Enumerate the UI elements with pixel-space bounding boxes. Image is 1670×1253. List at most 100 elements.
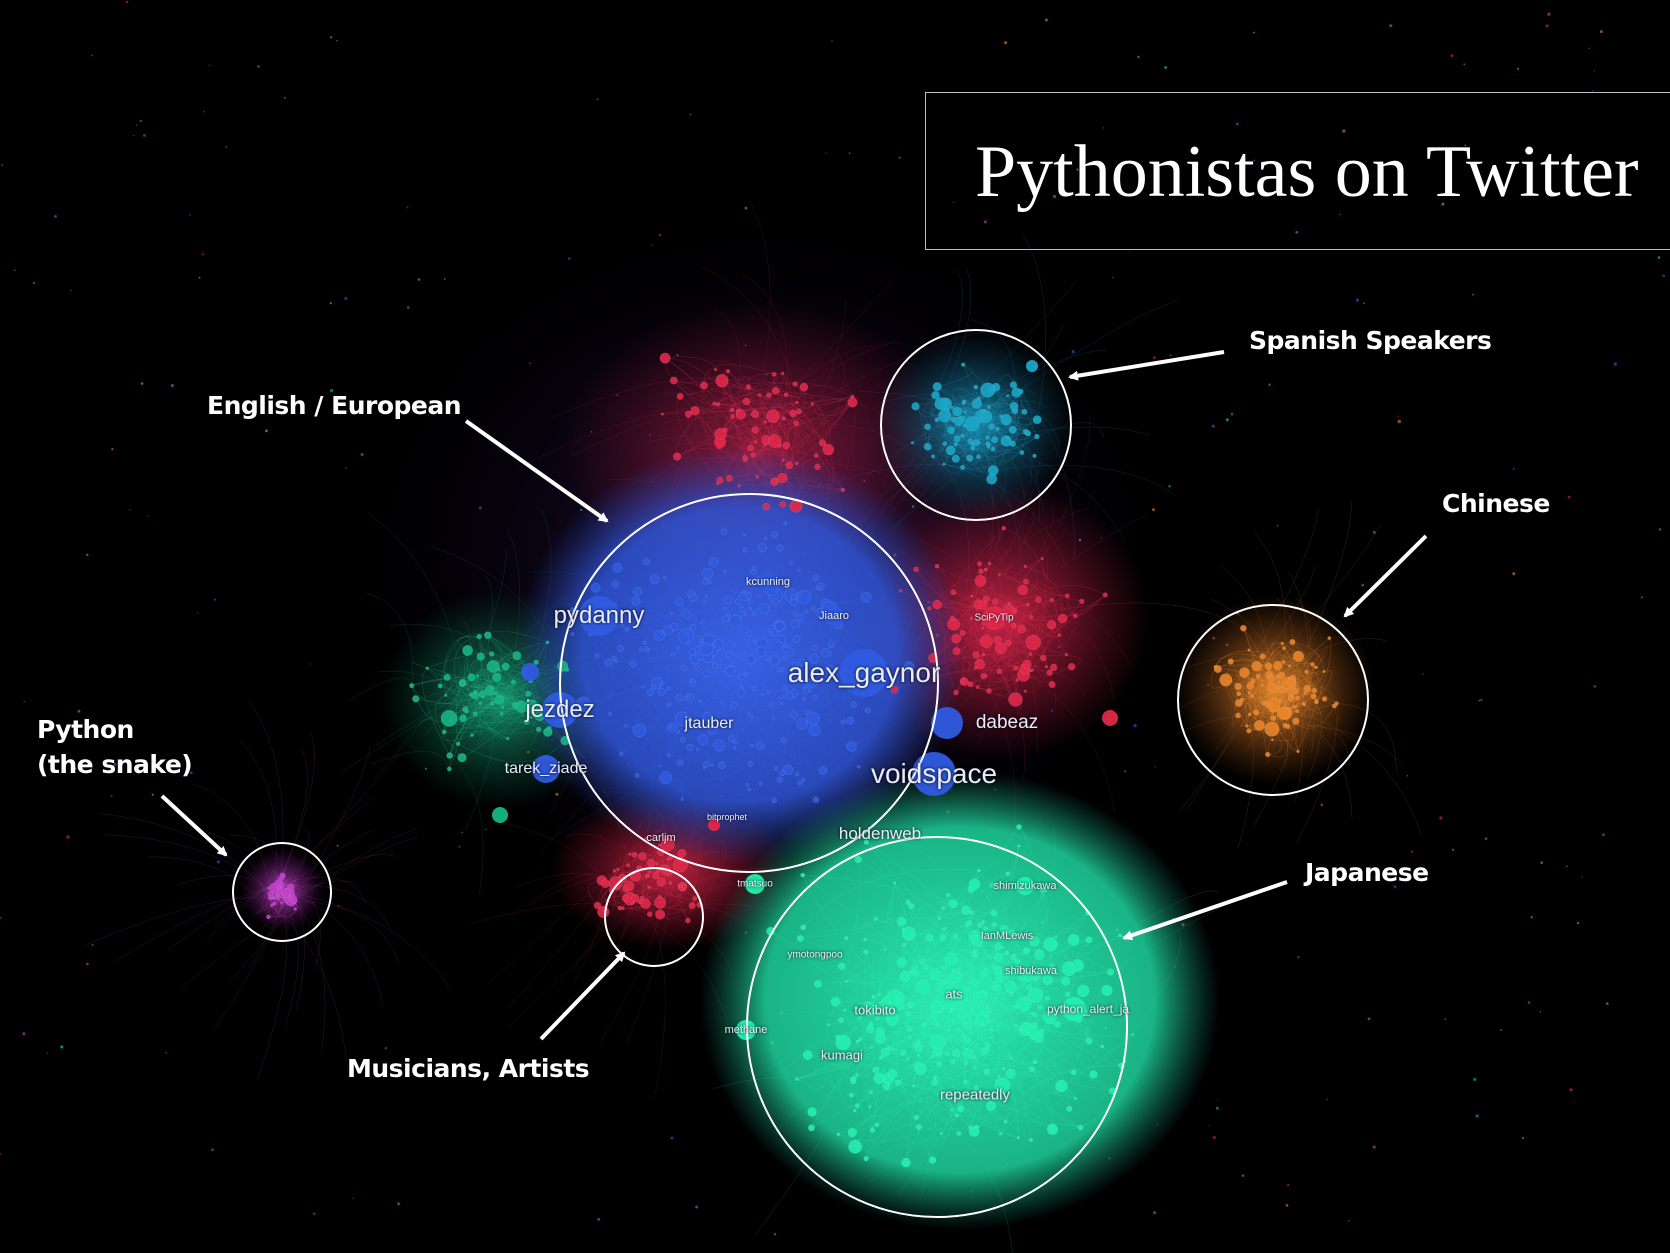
graph-node [796,935,804,942]
graph-node [459,680,466,687]
background-dot [898,156,901,160]
background-dot [213,598,217,601]
graph-node [838,1017,845,1023]
graph-node [916,1124,922,1130]
graph-node [747,444,754,452]
graph-node [699,638,704,644]
graph-node [941,906,945,910]
japanese-circle [746,836,1128,1218]
graph-node [690,679,695,683]
graph-node [1102,592,1108,598]
background-dot [336,844,339,847]
graph-node [942,927,947,931]
graph-node [987,405,991,409]
graph-node [1270,715,1277,722]
graph-node [611,580,619,588]
background-dot [1153,356,1156,359]
graph-node [860,591,872,603]
graph-node [930,1012,938,1019]
graph-node [1016,1136,1020,1140]
graph-node [597,905,610,918]
background-dot [1152,508,1155,512]
graph-node [1027,985,1032,990]
graph-node [655,862,659,866]
graph-node [684,410,692,418]
graph-node [983,926,988,931]
graph-node [1074,1097,1077,1101]
graph-node [1005,951,1010,956]
hub-node [840,649,888,697]
background-dot [1601,833,1605,837]
hub-node [714,436,726,448]
graph-node [989,1027,994,1032]
graph-node [1245,724,1249,728]
graph-node [1064,653,1069,657]
graph-node [863,1155,869,1162]
graph-node [700,381,708,390]
graph-node [797,780,803,786]
hub-node [824,606,844,626]
graph-node [774,766,778,771]
graph-node [771,531,779,538]
spanish-arrow [1068,350,1225,381]
graph-node [828,641,835,648]
graph-node [976,454,981,460]
graph-node [1057,633,1062,637]
graph-node [1034,949,1045,960]
background-dot [658,233,662,237]
graph-node [963,1048,974,1059]
graph-node [792,611,797,616]
graph-node [1047,620,1057,630]
graph-node [612,869,617,873]
graph-node [995,642,1007,655]
graph-node [799,382,809,392]
graph-node [977,396,981,400]
graph-node [570,632,575,636]
graph-node [1057,613,1068,624]
background-dot [189,771,193,775]
graph-node [1035,596,1042,603]
graph-node [1290,693,1295,698]
graph-node [1101,1007,1106,1012]
graph-node [952,647,961,656]
background-dot [308,663,311,665]
graph-node [755,475,760,479]
graph-node [766,690,771,695]
hub-node [759,573,777,591]
background-dot [352,1197,354,1200]
background-dot [110,795,113,798]
graph-node [942,965,946,970]
graph-node [714,645,721,651]
background-dot [1348,1220,1350,1222]
graph-node [270,903,274,907]
graph-node [1004,981,1017,993]
graph-node [929,968,941,980]
graph-node [784,392,789,397]
graph-node [497,668,501,672]
graph-node [995,426,1000,431]
graph-node [757,393,762,397]
graph-node [634,773,640,778]
graph-node [916,980,930,994]
graph-node [902,943,906,947]
graph-node [957,1105,965,1113]
graph-node [814,980,822,988]
background-dot [1540,861,1544,865]
graph-node [462,645,473,656]
hub-node [912,752,956,796]
graph-node [850,1075,857,1082]
graph-node [1022,659,1032,669]
graph-node [964,1022,973,1030]
graph-node [910,441,914,445]
background-dot [165,1051,168,1054]
graph-node [888,1069,898,1079]
graph-node [1255,674,1261,679]
graph-node [616,867,620,871]
graph-node [960,464,966,470]
background-dot [147,515,150,517]
graph-node [499,712,504,716]
graph-node [446,752,453,759]
graph-node [747,788,751,792]
graph-node [689,648,697,656]
graph-node [686,744,694,751]
